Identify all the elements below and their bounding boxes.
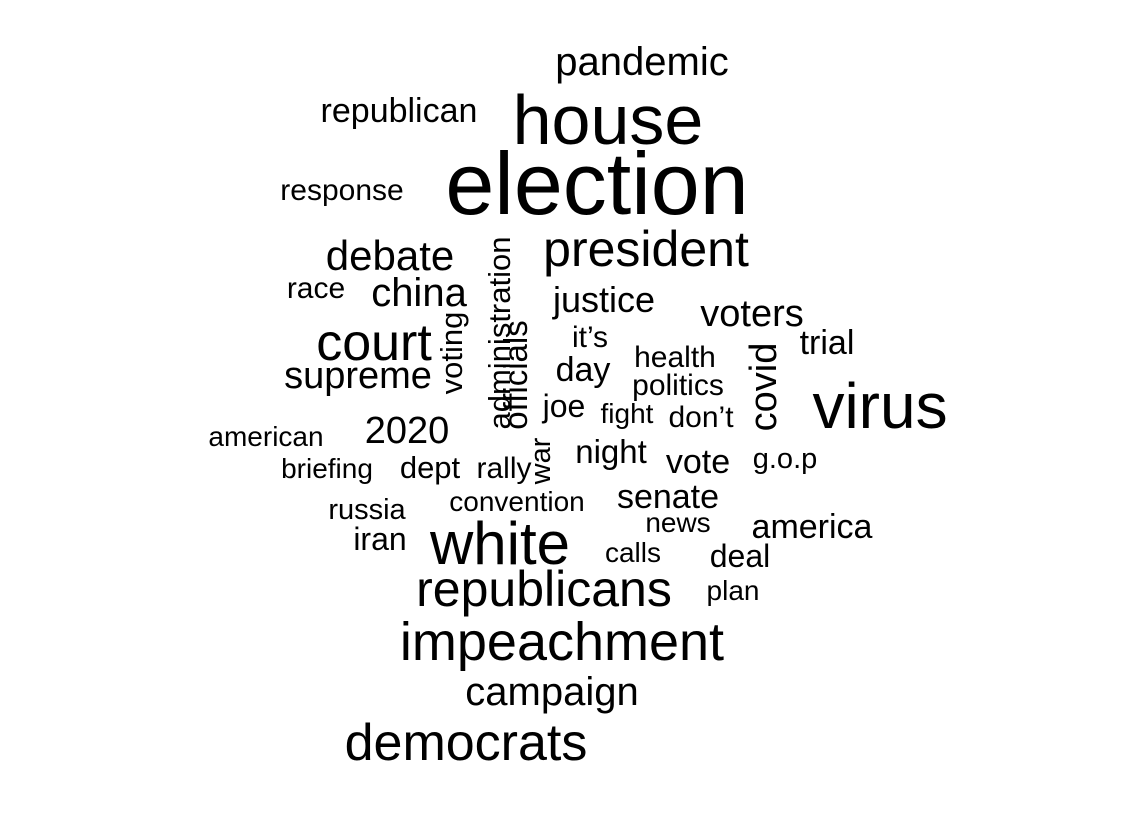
word-vote: vote [666, 443, 730, 481]
word-covid: covid [743, 343, 785, 432]
word-house: house [513, 81, 704, 159]
word-supreme: supreme [284, 355, 432, 397]
word-america: america [752, 508, 873, 546]
word-virus: virus [812, 370, 947, 442]
word-dont: don’t [668, 401, 734, 434]
word-joe: joe [542, 388, 586, 424]
word-2020: 2020 [365, 410, 450, 452]
word-health: health [634, 341, 716, 374]
word-officials: officials [497, 320, 534, 429]
word-war: war [525, 437, 557, 485]
word-debate: debate [326, 232, 454, 279]
word-dept: dept [400, 450, 461, 485]
word-white: white [429, 510, 570, 577]
word-day: day [556, 351, 611, 389]
word-plan: plan [707, 575, 760, 606]
word-campaign: campaign [465, 670, 638, 714]
word-deal: deal [710, 538, 771, 574]
word-race: race [287, 272, 345, 305]
word-american: american [208, 421, 323, 452]
word-voting: voting [434, 312, 469, 395]
word-news: news [645, 507, 710, 538]
word-impeachment: impeachment [400, 612, 724, 672]
word-iran: iran [353, 521, 406, 557]
word-pandemic: pandemic [555, 40, 728, 84]
word-republican: republican [321, 92, 478, 130]
word-fight: fight [601, 398, 654, 429]
word-justice: justice [552, 279, 655, 320]
word-russia: russia [328, 494, 406, 526]
word-rally: rally [476, 452, 531, 485]
word-politics: politics [632, 369, 724, 402]
word-calls: calls [605, 537, 661, 568]
word-court: court [316, 314, 432, 372]
word-democrats: democrats [345, 714, 588, 772]
word-convention: convention [449, 486, 584, 517]
word-briefing: briefing [281, 453, 373, 484]
word-trial: trial [800, 324, 855, 362]
word-president: president [543, 221, 749, 277]
word-republicans: republicans [416, 561, 672, 617]
word-voters: voters [700, 293, 803, 335]
word-china: china [371, 271, 467, 315]
word-response: response [280, 174, 403, 207]
word-gop: g.o.p [753, 443, 818, 475]
word-senate: senate [617, 478, 719, 516]
word-its: it’s [572, 321, 608, 354]
word-night: night [575, 433, 647, 470]
word-election: election [445, 134, 748, 233]
word-administration: administration [482, 237, 517, 430]
